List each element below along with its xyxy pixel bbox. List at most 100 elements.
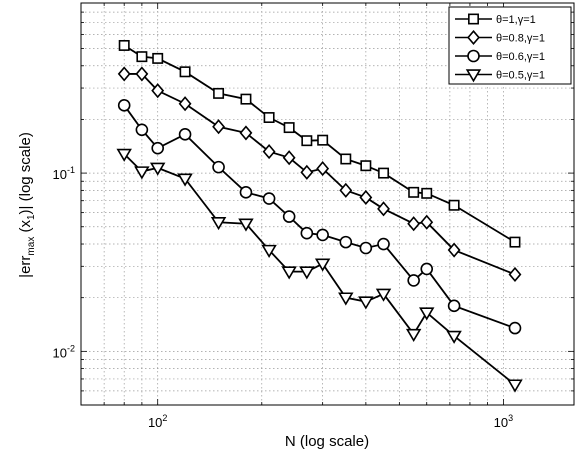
data-point-triangle-down bbox=[134, 166, 150, 180]
data-point-circle bbox=[407, 274, 420, 287]
data-point-diamond bbox=[212, 119, 226, 135]
data-point-triangle-down bbox=[177, 173, 193, 187]
data-point-square bbox=[118, 39, 130, 51]
x-tick-label: 102 bbox=[148, 413, 167, 430]
data-point-diamond bbox=[151, 83, 165, 99]
y-tick-label: 10-1 bbox=[53, 165, 75, 182]
data-point-triangle-down bbox=[507, 379, 523, 393]
series-layer bbox=[116, 39, 523, 393]
legend-label: θ=0.6,γ=1 bbox=[496, 51, 545, 63]
data-point-triangle-down bbox=[314, 258, 331, 272]
legend-marker-diamond bbox=[467, 29, 480, 46]
data-point-square bbox=[378, 167, 390, 179]
data-point-circle bbox=[377, 237, 390, 251]
data-point-circle bbox=[117, 99, 131, 112]
data-point-diamond bbox=[339, 182, 353, 198]
data-point-square bbox=[263, 112, 275, 123]
y-axis-label-mid: (x bbox=[17, 220, 34, 237]
y-axis-label-prefix: |err bbox=[17, 256, 34, 278]
data-point-square bbox=[421, 187, 433, 199]
data-point-triangle-down bbox=[375, 288, 392, 302]
data-point-circle bbox=[316, 228, 329, 242]
data-point-diamond bbox=[117, 66, 131, 82]
data-point-circle bbox=[282, 210, 296, 223]
y-tick-label: 10-2 bbox=[53, 343, 75, 360]
data-point-diamond bbox=[359, 189, 373, 206]
legend-entry: θ=0.6,γ=1 bbox=[455, 49, 545, 63]
data-point-triangle-down bbox=[149, 162, 166, 176]
data-point-square bbox=[509, 236, 521, 248]
y-axis-label-suffix: )| (log scale) bbox=[17, 132, 34, 214]
data-point-square bbox=[152, 52, 164, 64]
data-point-diamond bbox=[508, 266, 522, 283]
series-square bbox=[118, 39, 521, 248]
data-point-square bbox=[301, 135, 313, 147]
data-point-circle bbox=[300, 226, 314, 240]
data-point-diamond bbox=[407, 216, 421, 232]
data-point-diamond bbox=[316, 161, 330, 177]
data-point-diamond bbox=[282, 150, 296, 166]
data-point-square bbox=[179, 66, 191, 78]
data-point-triangle-down bbox=[299, 266, 315, 280]
legend-entry: θ=0.8,γ=1 bbox=[455, 29, 545, 46]
data-point-diamond bbox=[420, 214, 434, 230]
data-point-diamond bbox=[178, 96, 192, 112]
data-point-triangle-down bbox=[419, 307, 435, 321]
data-point-circle bbox=[212, 160, 225, 174]
data-point-square bbox=[317, 134, 329, 146]
data-point-triangle-down bbox=[358, 296, 374, 310]
data-point-diamond bbox=[300, 164, 314, 180]
data-point-circle bbox=[420, 262, 434, 276]
data-point-square bbox=[136, 51, 148, 63]
data-point-square bbox=[408, 186, 420, 198]
data-point-diamond bbox=[377, 201, 390, 217]
data-point-square bbox=[283, 122, 295, 134]
data-point-square bbox=[360, 160, 372, 172]
data-point-square bbox=[340, 153, 352, 165]
data-point-diamond bbox=[239, 125, 253, 141]
x-tick-label: 103 bbox=[494, 413, 513, 430]
series-diamond bbox=[117, 66, 522, 283]
data-point-circle bbox=[239, 186, 253, 199]
data-point-circle bbox=[359, 241, 373, 255]
data-point-circle bbox=[447, 299, 461, 313]
legend-marker-triangle-down bbox=[465, 69, 482, 83]
data-point-circle bbox=[151, 141, 164, 155]
x-axis-label: N (log scale) bbox=[285, 433, 369, 450]
series-triangle-down bbox=[116, 148, 523, 393]
data-point-triangle-down bbox=[116, 148, 132, 162]
legend-entries: θ=1,γ=1 θ=0.8,γ=1 θ=0.6,γ=1 θ=0.5,γ=1 bbox=[455, 13, 545, 83]
legend-entry: θ=0.5,γ=1 bbox=[455, 69, 545, 83]
data-point-triangle-down bbox=[338, 292, 354, 306]
plot-area-frame bbox=[80, 2, 575, 406]
data-point-triangle-down bbox=[281, 266, 297, 280]
data-point-square bbox=[448, 199, 460, 211]
data-point-triangle-down bbox=[405, 328, 422, 342]
y-axis-label-sub-1: 1 bbox=[26, 214, 37, 220]
legend-label: θ=1,γ=1 bbox=[496, 14, 536, 26]
data-point-triangle-down bbox=[238, 218, 254, 232]
data-point-square bbox=[240, 93, 252, 105]
data-point-triangle-down bbox=[261, 244, 277, 258]
legend-marker-square bbox=[468, 13, 479, 25]
series-circle bbox=[117, 99, 522, 335]
legend: θ=1,γ=1 θ=0.8,γ=1 θ=0.6,γ=1 θ=0.5,γ=1 bbox=[448, 6, 572, 85]
axis-ticks: 102 103 10-2 10-1 bbox=[53, 3, 574, 430]
data-point-circle bbox=[178, 128, 192, 141]
data-point-circle bbox=[339, 235, 353, 249]
data-point-triangle-down bbox=[210, 217, 227, 231]
data-point-diamond bbox=[262, 144, 276, 160]
data-point-circle bbox=[135, 123, 149, 137]
legend-entry: θ=1,γ=1 bbox=[455, 13, 536, 26]
legend-label: θ=0.5,γ=1 bbox=[496, 70, 545, 82]
data-point-circle bbox=[508, 321, 522, 335]
data-point-diamond bbox=[447, 242, 461, 258]
data-point-diamond bbox=[135, 66, 149, 82]
data-point-triangle-down bbox=[446, 330, 462, 344]
data-point-circle bbox=[262, 192, 276, 205]
y-axis-label: |errmax (x1)| (log scale) bbox=[17, 132, 37, 278]
y-axis-label-sub-max: max bbox=[26, 237, 37, 256]
data-point-square bbox=[213, 87, 225, 99]
legend-label: θ=0.8,γ=1 bbox=[496, 33, 545, 45]
